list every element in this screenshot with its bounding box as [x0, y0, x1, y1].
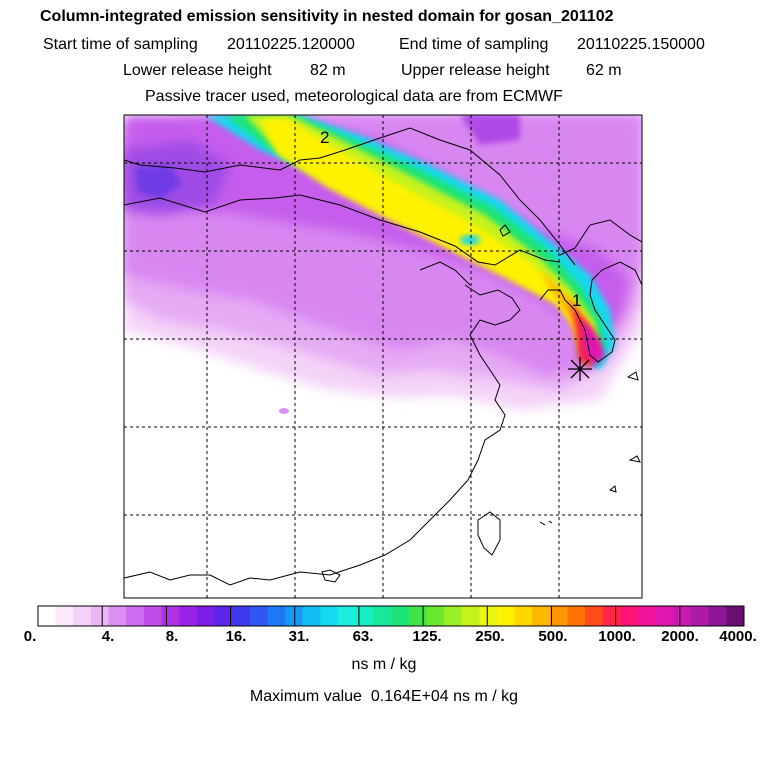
- colorbar-tick-label: 0.: [23, 628, 37, 645]
- plot-title: Column-integrated emission sensitivity i…: [40, 8, 614, 25]
- colorbar-segment: [126, 606, 145, 626]
- lower-release-label: Lower release height: [123, 62, 272, 79]
- marker-label-1: 1: [572, 291, 581, 310]
- lower-release-value: 82 m: [310, 62, 346, 79]
- colorbar-segment: [567, 606, 586, 626]
- colorbar-segment: [161, 606, 180, 626]
- colorbar-tick-label: 500.: [538, 628, 568, 645]
- end-time-value: 20110225.150000: [577, 36, 705, 53]
- colorbar-tick-label: 4.: [101, 628, 115, 645]
- colorbar-segment: [443, 606, 463, 626]
- colorbar-segment: [355, 606, 374, 626]
- colorbar-segment: [479, 606, 498, 626]
- maximum-value: Maximum value 0.164E+04 ns m / kg: [0, 688, 768, 706]
- colorbar-segment: [461, 606, 480, 626]
- colorbar-segment: [55, 606, 74, 626]
- colorbar-segment: [38, 606, 57, 626]
- colorbar-segment: [691, 606, 710, 626]
- colorbar-segment: [285, 606, 304, 626]
- colorbar-units: ns m / kg: [351, 656, 417, 673]
- colorbar-segment: [514, 606, 533, 626]
- colorbar-tick-label: 125.: [412, 628, 442, 645]
- colorbar-segment: [726, 606, 745, 626]
- colorbar-segment: [708, 606, 727, 626]
- colorbar-segment: [90, 606, 110, 626]
- colorbar-segment: [549, 606, 568, 626]
- colorbar-segment: [214, 606, 233, 626]
- max-value: 0.164E+04: [370, 688, 449, 705]
- colorbar-tick-label: 31.: [288, 628, 310, 645]
- colorbar-tick-label: 250.: [475, 628, 505, 645]
- colorbar-segment: [655, 606, 674, 626]
- colorbar-segment: [673, 606, 692, 626]
- colorbar-segment: [267, 606, 286, 626]
- map-frame: [123, 114, 643, 599]
- colorbar-segment: [249, 606, 268, 626]
- tracer-note: Passive tracer used, meteorological data…: [145, 88, 563, 105]
- colorbar-tick-label: 8.: [165, 628, 179, 645]
- colorbar-tick-label: 2000.: [661, 628, 699, 645]
- max-label: Maximum value: [249, 688, 362, 705]
- start-time-value: 20110225.120000: [227, 36, 355, 53]
- max-units: ns m / kg: [453, 688, 519, 705]
- colorbar-segment: [620, 606, 639, 626]
- colorbar-segment: [585, 606, 604, 626]
- colorbar-tick-label: 4000.: [719, 628, 757, 645]
- colorbar-segment: [602, 606, 621, 626]
- upper-release-label: Upper release height: [401, 62, 550, 79]
- colorbar-segment: [426, 606, 445, 626]
- colorbar-segment: [532, 606, 551, 626]
- colorbar-tick-label: 1000.: [598, 628, 636, 645]
- upper-release-value: 62 m: [586, 62, 622, 79]
- colorbar-segment: [373, 606, 392, 626]
- coastlines: [124, 127, 642, 586]
- colorbar-segment: [338, 606, 357, 626]
- colorbar-tick-label: 63.: [352, 628, 374, 645]
- colorbar-segment: [232, 606, 251, 626]
- colorbar-segment: [73, 606, 92, 626]
- lat-lon-grid: [124, 115, 642, 598]
- colorbar-segment: [320, 606, 339, 626]
- colorbar-tick-label: 16.: [225, 628, 247, 645]
- marker-label-2: 2: [320, 128, 329, 147]
- colorbar-segment: [302, 606, 321, 626]
- colorbar-segment: [179, 606, 198, 626]
- colorbar-frame: [37, 605, 745, 627]
- colorbar-segment: [496, 606, 516, 626]
- colorbar-segment: [638, 606, 657, 626]
- colorbar-segment: [196, 606, 215, 626]
- start-time-label: Start time of sampling: [43, 36, 198, 53]
- asterisk-star-icon: [568, 357, 592, 381]
- colorbar-segment: [391, 606, 410, 626]
- colorbar-segment: [143, 606, 163, 626]
- end-time-label: End time of sampling: [399, 36, 549, 53]
- colorbar: [37, 605, 745, 627]
- colorbar-segment: [408, 606, 427, 626]
- colorbar-segment: [108, 606, 127, 626]
